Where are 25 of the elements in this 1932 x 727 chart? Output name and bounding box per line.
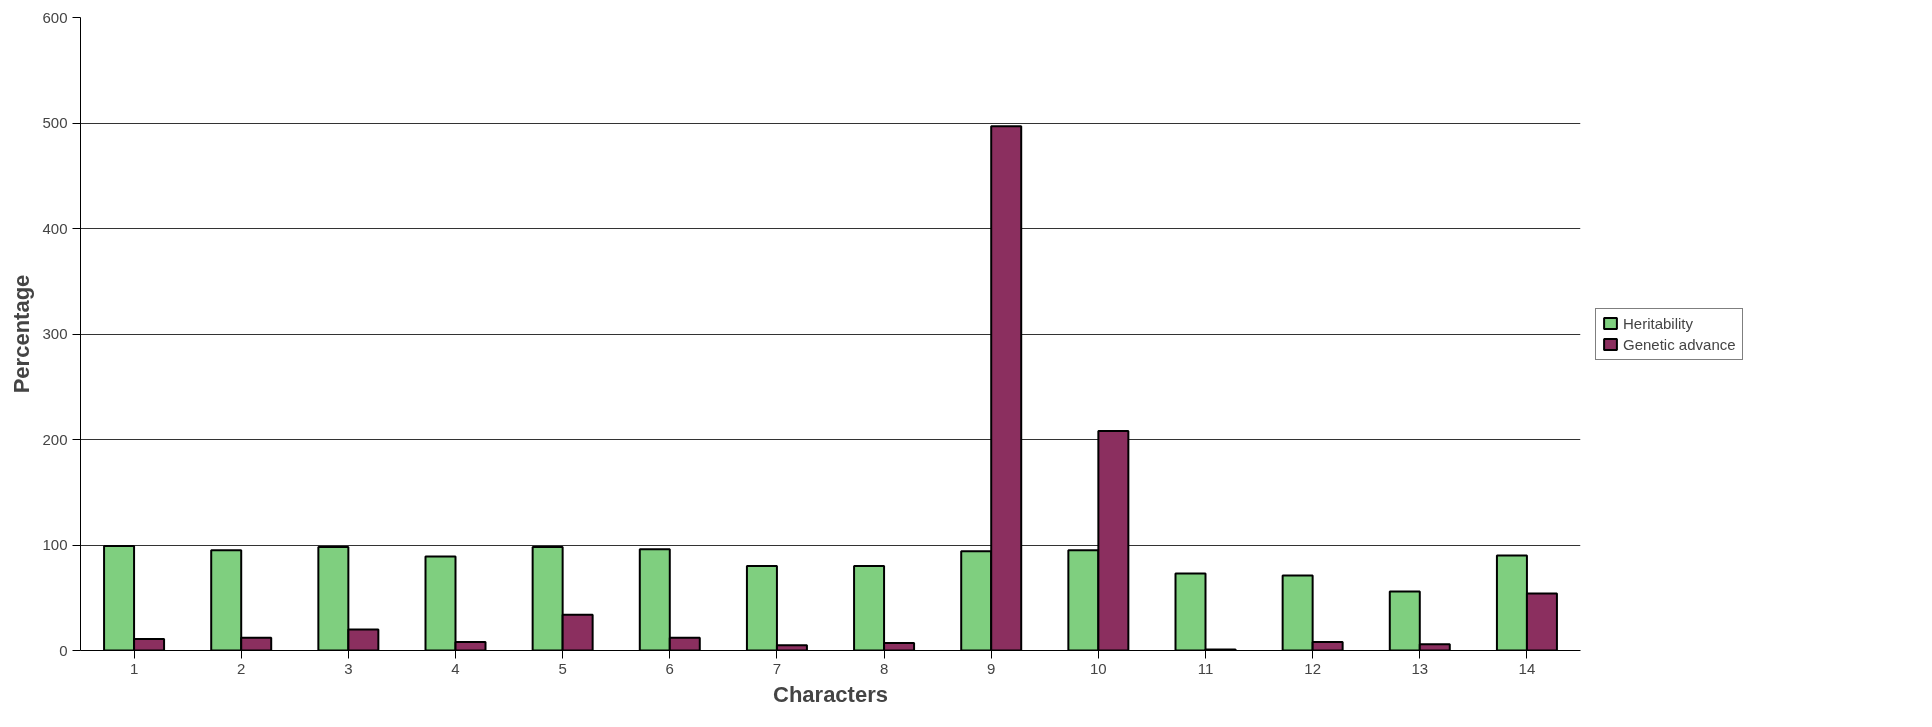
y-tick-label: 100 bbox=[42, 536, 68, 553]
x-tick-label: 6 bbox=[665, 659, 674, 677]
x-axis-title: Characters bbox=[773, 681, 888, 707]
x-tick-label: 5 bbox=[558, 659, 567, 677]
y-tick-label: 200 bbox=[42, 430, 68, 448]
x-tick-label: 8 bbox=[879, 659, 889, 677]
legend-label: Heritability bbox=[1623, 314, 1694, 332]
y-axis-title: Percentage bbox=[9, 274, 35, 394]
y-tick-label: 400 bbox=[42, 219, 68, 237]
y-tick-label: 500 bbox=[42, 114, 68, 131]
x-tick-label: 13 bbox=[1411, 659, 1429, 677]
x-tick-label: 11 bbox=[1197, 659, 1214, 677]
y-tick-label: 600 bbox=[42, 8, 68, 26]
x-tick-label: 2 bbox=[237, 659, 246, 677]
x-tick-label: 14 bbox=[1518, 659, 1536, 677]
x-tick-label: 9 bbox=[987, 659, 996, 677]
x-tick-label: 4 bbox=[451, 659, 460, 677]
legend-label: Genetic advance bbox=[1623, 335, 1736, 353]
y-tick-label: 300 bbox=[42, 325, 68, 342]
x-tick-label: 1 bbox=[129, 659, 139, 677]
x-tick-label: 12 bbox=[1304, 659, 1321, 677]
y-tick-label: 0 bbox=[59, 641, 68, 659]
x-tick-label: 3 bbox=[344, 659, 353, 677]
x-tick-label: 7 bbox=[772, 659, 782, 677]
x-tick-label: 10 bbox=[1090, 659, 1107, 677]
